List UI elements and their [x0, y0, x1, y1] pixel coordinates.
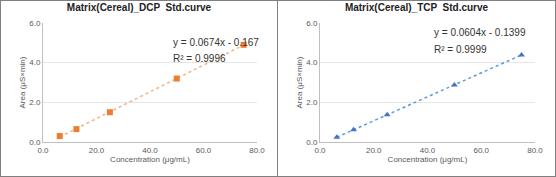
svg-text:y = 0.0604x - 0.1399: y = 0.0604x - 0.1399 [434, 27, 526, 38]
svg-text:2.0: 2.0 [29, 98, 41, 107]
svg-text:Area (μS×min): Area (μS×min) [295, 56, 304, 108]
svg-text:Area (μS×min): Area (μS×min) [18, 56, 27, 108]
svg-text:0.0: 0.0 [37, 146, 49, 155]
svg-text:40.0: 40.0 [142, 146, 158, 155]
svg-text:Concentration (μg/mL): Concentration (μg/mL) [388, 155, 468, 164]
svg-text:Matrix(Cereal)_DCP Std.curve: Matrix(Cereal)_DCP Std.curve [67, 2, 212, 13]
svg-text:4.0: 4.0 [29, 58, 41, 67]
svg-text:0.0: 0.0 [306, 138, 318, 147]
svg-text:Matrix(Cereal)_TCP Std.curve: Matrix(Cereal)_TCP Std.curve [345, 2, 489, 13]
svg-text:0.0: 0.0 [314, 146, 326, 155]
svg-text:0.0: 0.0 [29, 138, 41, 147]
svg-text:y = 0.0674x - 0.167: y = 0.0674x - 0.167 [173, 37, 259, 48]
svg-text:60.0: 60.0 [473, 146, 489, 155]
svg-text:40.0: 40.0 [420, 146, 436, 155]
svg-text:6.0: 6.0 [29, 19, 41, 28]
svg-text:2.0: 2.0 [306, 98, 318, 107]
svg-text:20.0: 20.0 [366, 146, 382, 155]
svg-text:Concentration (μg/mL): Concentration (μg/mL) [110, 155, 190, 164]
svg-text:80.0: 80.0 [249, 146, 265, 155]
svg-text:20.0: 20.0 [89, 146, 105, 155]
svg-text:6.0: 6.0 [306, 19, 318, 28]
svg-text:80.0: 80.0 [527, 146, 543, 155]
svg-text:R² = 0.9996: R² = 0.9996 [173, 53, 226, 64]
svg-text:R² = 0.9999: R² = 0.9999 [434, 44, 487, 55]
svg-text:60.0: 60.0 [196, 146, 212, 155]
svg-text:4.0: 4.0 [306, 58, 318, 67]
